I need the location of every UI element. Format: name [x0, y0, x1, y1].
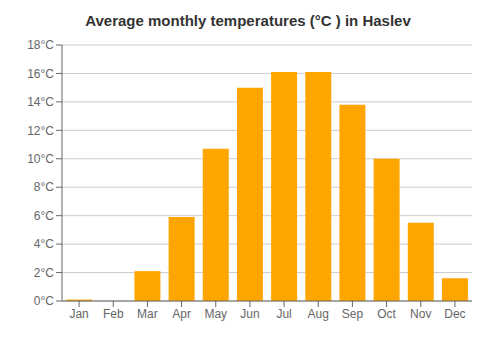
svg-text:14°C: 14°C: [27, 95, 54, 109]
svg-text:4°C: 4°C: [34, 237, 54, 251]
svg-text:10°C: 10°C: [27, 152, 54, 166]
svg-text:Oct: Oct: [377, 307, 396, 321]
html-text:Average monthly temperatures (: Average monthly temperatures (°C ) in Ha…: [85, 12, 411, 29]
svg-text:Mar: Mar: [137, 307, 158, 321]
svg-text:Sep: Sep: [342, 307, 364, 321]
svg-text:2°C: 2°C: [34, 266, 54, 280]
svg-text:Jul: Jul: [276, 307, 291, 321]
svg-text:Dec: Dec: [444, 307, 465, 321]
svg-text:Jun: Jun: [240, 307, 259, 321]
svg-text:18°C: 18°C: [27, 38, 54, 52]
svg-text:May: May: [204, 307, 227, 321]
svg-text:Jan: Jan: [69, 307, 88, 321]
svg-text:Apr: Apr: [172, 307, 191, 321]
svg-text:0°C: 0°C: [34, 294, 54, 308]
svg-text:16°C: 16°C: [27, 67, 54, 81]
svg-text:6°C: 6°C: [34, 209, 54, 223]
svg-text:Aug: Aug: [308, 307, 329, 321]
svg-text:12°C: 12°C: [27, 124, 54, 138]
svg-text:Nov: Nov: [410, 307, 431, 321]
svg-text:8°C: 8°C: [34, 180, 54, 194]
svg-text:Feb: Feb: [103, 307, 124, 321]
